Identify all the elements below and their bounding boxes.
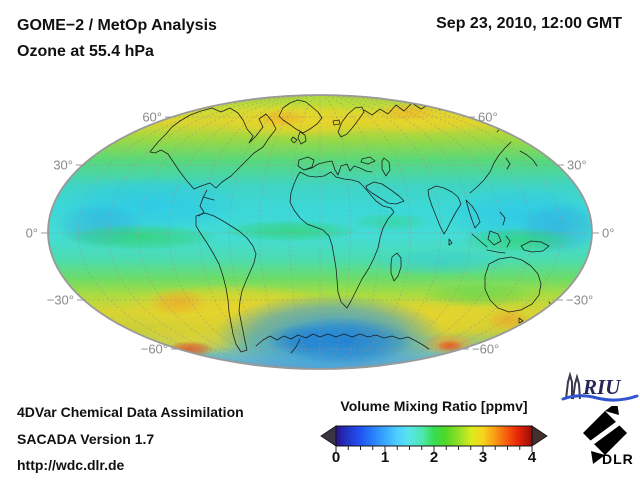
riu-swoosh	[561, 394, 639, 402]
colorbar-arrow-right	[531, 425, 548, 447]
coast-india	[427, 185, 462, 235]
coast-sumatra	[471, 233, 488, 248]
coast-madagascar	[390, 252, 402, 282]
coast-black-sea	[360, 156, 376, 165]
colorbar-gradient-bar	[335, 425, 533, 447]
dlr-logo: DLR	[583, 406, 634, 467]
dlr-emblem-icon	[583, 406, 627, 464]
lat-label-right-60: 60°	[478, 110, 498, 125]
latitude-labels: 60° 30° 0° −30° −60° 60° 30° 0° −30° −60…	[26, 110, 615, 357]
lat-label-left-0: 0°	[26, 226, 38, 241]
footer-line-version: SACADA Version 1.7	[17, 430, 155, 447]
lat-label-right--30: −30°	[566, 293, 593, 308]
coast-europe-med	[303, 160, 373, 176]
latitude-ticks	[41, 116, 599, 350]
coast-africa	[289, 171, 395, 309]
coast-uk	[297, 131, 307, 145]
colorbar-label-1: 1	[380, 449, 390, 466]
lat-label-left--30: −30°	[47, 293, 74, 308]
colorbar-label-4: 4	[527, 449, 537, 466]
lat-label-right-30: 30°	[567, 158, 587, 173]
plot-title-line1: GOME−2 / MetOp Analysis	[17, 17, 217, 34]
coast-ireland	[290, 136, 298, 144]
colorbar-label-3: 3	[478, 449, 488, 466]
coast-cuba	[202, 196, 215, 201]
cathedral-icon	[565, 372, 581, 400]
colorbar-tick-labels: 0 1 2 3 4	[316, 449, 552, 467]
lat-label-left--60: −60°	[141, 342, 168, 357]
coast-arctic-islands	[427, 96, 463, 103]
coast-java	[486, 249, 506, 254]
coast-kamchatka	[515, 115, 524, 137]
coast-south-america	[195, 212, 257, 353]
coast-caspian-sea	[381, 157, 391, 177]
colorbar	[320, 425, 548, 452]
coast-east-asia	[469, 141, 512, 194]
coast-tasmania	[518, 317, 524, 324]
coast-iceland	[332, 119, 341, 126]
coast-okhotsk	[496, 117, 512, 133]
map-outline	[47, 94, 593, 370]
coast-scandinavia	[337, 106, 365, 138]
lat-label-right-0: 0°	[602, 226, 614, 241]
coast-indochina	[465, 199, 481, 229]
coast-north-america	[149, 107, 277, 190]
colorbar-title: Volume Mixing Ratio [ppmv]	[340, 398, 528, 414]
coast-central-america	[198, 189, 208, 217]
footer-line-assimilation: 4DVar Chemical Data Assimilation	[17, 404, 244, 420]
riu-logo: RIU	[561, 372, 639, 402]
dlr-logo-text: DLR	[602, 451, 634, 467]
coast-borneo	[487, 230, 502, 246]
plot-title: GOME−2 / MetOp Analysis Ozone at 55.4 hP…	[17, 13, 217, 65]
colorbar-label-0: 0	[331, 449, 341, 466]
coast-japan	[519, 150, 538, 167]
plot-datetime: Sep 23, 2010, 12:00 GMT	[436, 15, 622, 32]
colorbar-label-2: 2	[429, 449, 439, 466]
lat-label-left-30: 30°	[53, 158, 73, 173]
footer-line-url: http://wdc.dlr.de	[17, 457, 125, 473]
coast-korea	[505, 157, 511, 170]
coast-sulawesi	[505, 235, 511, 248]
colorbar-arrow-left	[320, 425, 337, 447]
footer-credits: 4DVar Chemical Data Assimilation SACADA …	[17, 399, 244, 479]
coast-philippines	[499, 211, 506, 226]
lat-label-left-60: 60°	[142, 110, 162, 125]
coast-new-guinea	[520, 240, 550, 253]
ozone-max-sw	[148, 288, 208, 316]
coast-sri-lanka	[448, 238, 453, 246]
coast-iberia	[297, 156, 315, 171]
lat-label-right--60: −60°	[472, 342, 499, 357]
plot-title-line2: Ozone at 55.4 hPa	[17, 43, 154, 60]
coast-arabia	[365, 181, 405, 205]
colorbar-ticks	[335, 446, 533, 452]
coast-antarctica	[255, 333, 430, 350]
coast-antarctic-peninsula	[290, 338, 301, 354]
coast-australia	[484, 256, 542, 313]
coast-greenland	[278, 99, 323, 134]
